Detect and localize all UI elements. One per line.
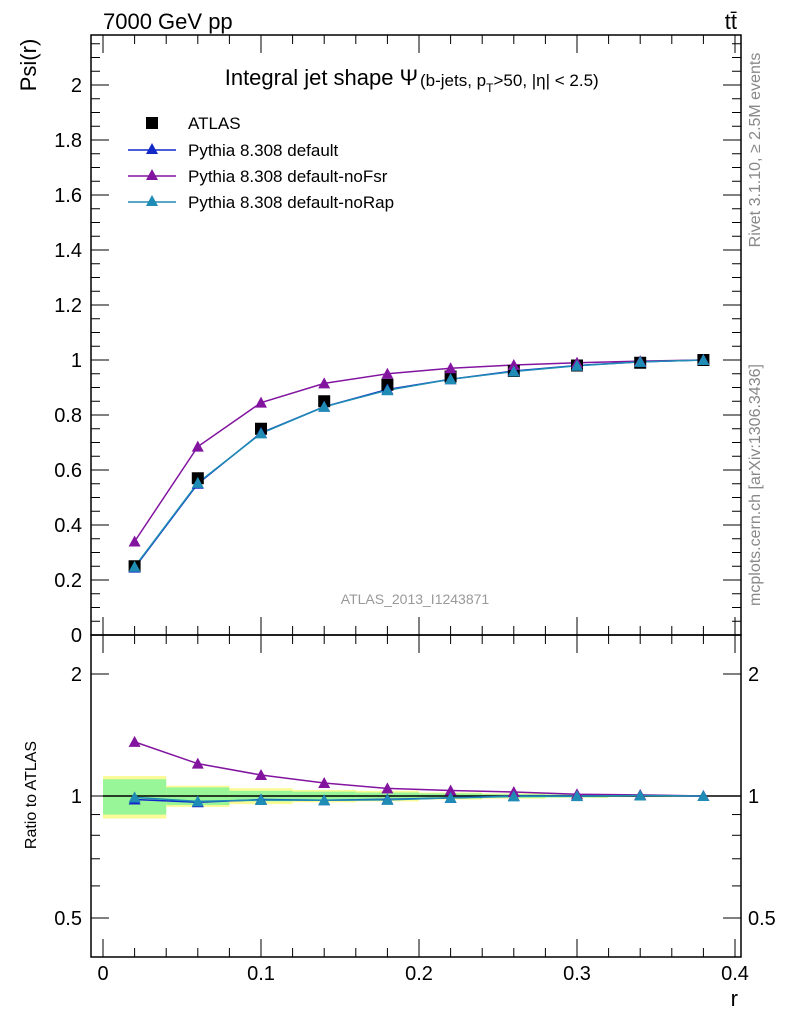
y-tick-label: 1.8 [54, 130, 82, 152]
ratio-series-marker [255, 794, 267, 806]
ratio-series-marker [255, 769, 267, 781]
chart-title-main: Integral jet shape Ψ [225, 65, 418, 90]
y-tick-label: 0.6 [54, 460, 82, 482]
y-axis-label: Psi(r) [16, 39, 41, 92]
ratio-series-line [134, 794, 704, 803]
y-tick-label: 0.8 [54, 405, 82, 427]
ratio-series-line [134, 741, 704, 797]
x-axis-label: r [731, 986, 738, 1011]
y-tick-label: 2 [71, 75, 82, 97]
legend-label-atlas: ATLAS [188, 114, 241, 133]
series-marker [128, 535, 141, 547]
x-axis: 0 0.1 0.2 0.3 0.4 [97, 35, 749, 985]
ratio-y-axis-label: Ratio to ATLAS [23, 741, 40, 849]
subtitle-part-sub: T [486, 81, 494, 95]
legend-marker-nofsr [146, 169, 158, 180]
ratio-series-marker [128, 791, 141, 803]
series-marker [318, 377, 331, 389]
ratio-series-marker [381, 782, 394, 794]
ratio-y-axis: 0.5 0.5 1 1 2 2 [54, 664, 776, 930]
legend-label-nofsr: Pythia 8.308 default-noFsr [188, 167, 388, 186]
ratio-series-marker [191, 795, 204, 807]
x-tick-label: 0.4 [721, 963, 749, 985]
legend-marker-atlas [146, 117, 158, 129]
series-marker [191, 476, 204, 488]
series-marker [128, 560, 141, 572]
series-marker [571, 359, 583, 371]
ratio-series-marker [128, 735, 141, 747]
legend-label-default: Pythia 8.308 default [188, 141, 339, 160]
header-process-label: tt̄ [725, 9, 737, 34]
ratio-tick-label-left: 1 [71, 786, 82, 808]
y-tick-label: 1.6 [54, 185, 82, 207]
ratio-series-marker [381, 793, 394, 805]
ratio-tick-label-right: 1 [748, 786, 759, 808]
series-marker [444, 373, 457, 385]
y-tick-label: 0 [71, 625, 82, 647]
legend-marker-norap [146, 195, 158, 206]
series-line [133, 359, 704, 542]
series-marker [191, 440, 204, 452]
main-plot-panel: 0 0.2 0.4 0.6 0.8 1 1.2 1.4 1.6 1.8 2 Psi(r) Integ… [16, 34, 742, 647]
mcplots-label: mcplots.cern.ch [arXiv:1306.3436] [747, 364, 764, 606]
ratio-series-marker [571, 790, 583, 802]
ratio-series-marker [444, 791, 457, 803]
rivet-version-label: Rivet 3.1.10, ≥ 2.5M events [747, 53, 764, 248]
ratio-tick-label-right: 2 [748, 664, 759, 686]
series-line [134, 359, 704, 568]
ratio-tick-label-left: 0.5 [54, 908, 82, 930]
ratio-series-marker [444, 784, 457, 796]
x-tick-label: 0.2 [405, 963, 433, 985]
series-marker [507, 365, 520, 377]
chart-title: Integral jet shape Ψ [225, 65, 418, 90]
x-tick-label: 0 [97, 963, 108, 985]
ratio-series-marker [507, 790, 520, 802]
series-marker [381, 367, 394, 379]
chart-subtitle: (b-jets, pT>50, |η| < 2.5) [420, 71, 599, 95]
series-marker [444, 362, 457, 374]
ratio-series-marker [318, 794, 331, 806]
ratio-series-marker [697, 790, 710, 801]
ratio-tick-label-left: 2 [71, 664, 82, 686]
header-collision-label: 7000 GeV pp [103, 9, 233, 34]
series-marker [381, 384, 394, 396]
x-tick-label: 0.1 [247, 963, 275, 985]
y-tick-label: 0.4 [54, 515, 82, 537]
ratio-series-marker [191, 757, 204, 769]
y-tick-label: 1.4 [54, 240, 82, 262]
series-marker [634, 355, 647, 367]
main-y-axis: 0 0.2 0.4 0.6 0.8 1 1.2 1.4 1.6 1.8 2 [54, 43, 741, 647]
y-tick-label: 1 [71, 350, 82, 372]
ratio-plot-panel: 0.5 0.5 1 1 2 2 Ratio to ATLAS [23, 634, 776, 958]
series-marker [318, 400, 331, 412]
series-marker [697, 354, 710, 365]
ratio-series-marker [318, 777, 331, 789]
analysis-watermark: ATLAS_2013_I1243871 [341, 591, 490, 607]
series-line [134, 359, 704, 569]
ratio-tick-label-right: 0.5 [748, 908, 776, 930]
legend-label-norap: Pythia 8.308 default-noRap [188, 193, 394, 212]
series-marker [255, 427, 267, 439]
y-tick-label: 1.2 [54, 295, 82, 317]
x-tick-label: 0.3 [563, 963, 591, 985]
subtitle-part-1: (b-jets, p [420, 71, 486, 90]
series-marker [255, 396, 267, 408]
y-tick-label: 0.2 [54, 570, 82, 592]
series-marker [507, 358, 520, 370]
ratio-series-marker [634, 789, 647, 801]
legend: ATLAS Pythia 8.308 default Pythia 8.308 … [128, 114, 394, 212]
legend-marker-default [146, 143, 158, 154]
subtitle-part-2: >50, |η| < 2.5) [493, 71, 598, 90]
